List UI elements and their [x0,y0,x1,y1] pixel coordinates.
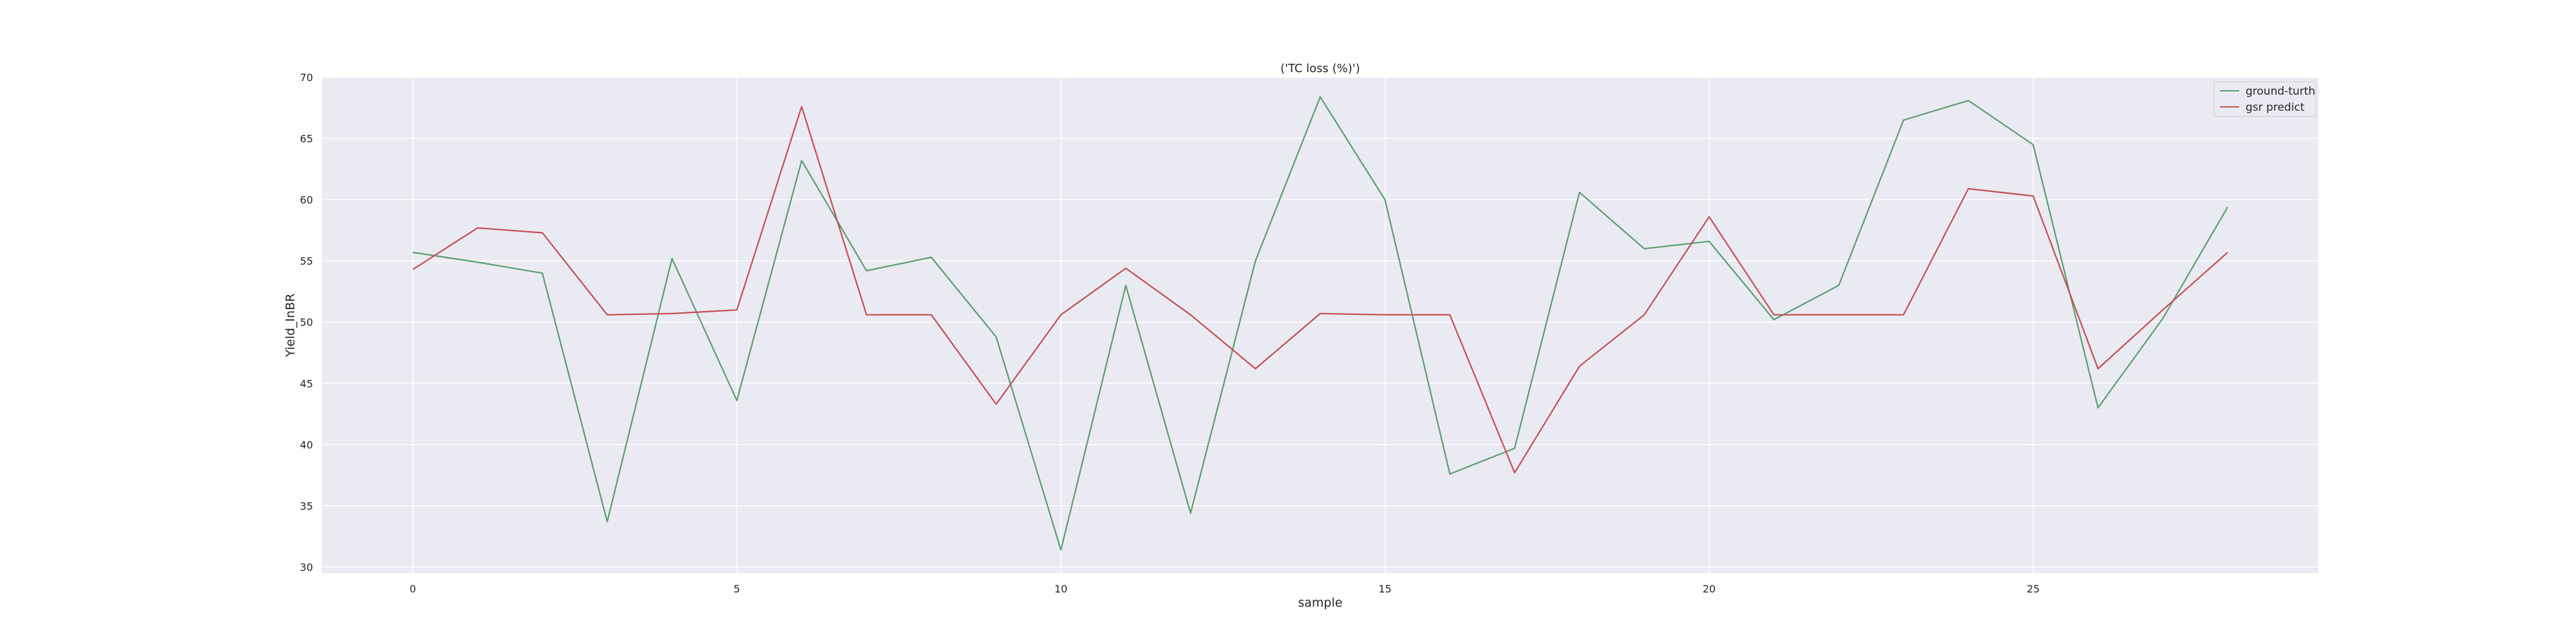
y-tick-label: 30 [300,561,313,573]
y-tick-label: 65 [300,133,313,145]
chart-title: ('TC loss (%)') [1280,62,1360,75]
y-axis-label: Yield_InBR [283,294,298,358]
y-tick-label: 70 [300,71,313,84]
plot-area-background [322,77,2318,573]
legend-label-gsr-predict: gsr predict [2246,101,2305,114]
x-tick-label: 0 [410,583,416,595]
x-tick-label: 25 [2027,583,2040,595]
y-axis-ticks: 30 35 40 45 50 55 60 65 70 [300,71,313,573]
x-tick-label: 5 [734,583,740,595]
x-tick-label: 15 [1378,583,1391,595]
x-tick-label: 10 [1054,583,1067,595]
x-axis-ticks: 0 5 10 15 20 25 [410,583,2040,595]
legend-box [2213,81,2316,117]
y-tick-label: 60 [300,194,313,206]
y-tick-label: 35 [300,500,313,512]
y-tick-label: 55 [300,255,313,267]
x-axis-label: sample [1298,596,1342,610]
series-lines [412,96,2229,551]
y-tick-label: 45 [300,377,313,390]
legend: ground-turth gsr predict [2213,81,2316,117]
series-line-ground-turth [412,96,2229,551]
legend-label-ground-turth: ground-turth [2246,85,2315,98]
grid-lines [322,77,2318,573]
x-tick-label: 20 [1703,583,1716,595]
series-line-gsr-predict [412,106,2228,474]
y-tick-label: 40 [300,439,313,451]
y-tick-label: 50 [300,316,313,328]
